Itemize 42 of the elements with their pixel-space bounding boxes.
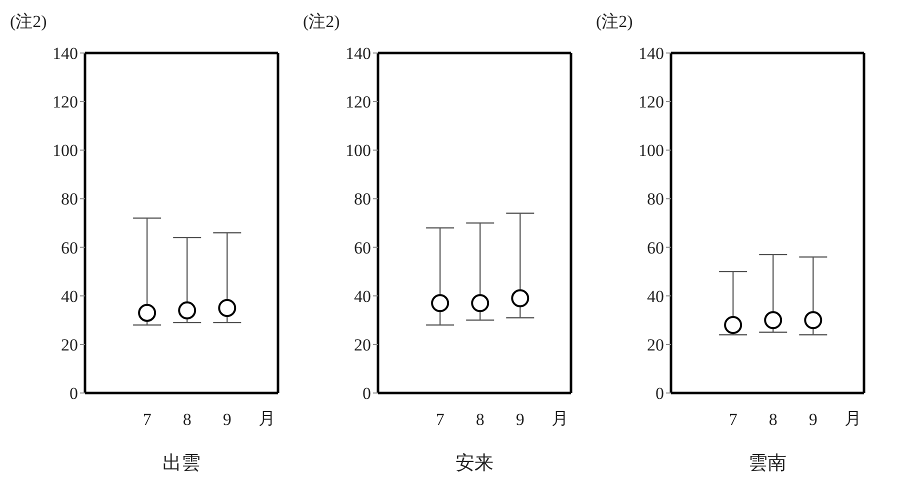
y-tick-label: 120	[52, 92, 78, 112]
x-tick-label: 7	[728, 410, 738, 430]
y-tick-label: 80	[647, 190, 664, 209]
y-tick-label: 100	[52, 141, 78, 160]
y-tick-label: 40	[354, 286, 371, 306]
y-tick-label: 20	[61, 335, 78, 354]
y-tick-label: 0	[362, 384, 371, 404]
x-axis-title: 月	[258, 408, 277, 430]
x-tick-label: 9	[808, 410, 818, 430]
x-tick-label: 9	[222, 410, 232, 430]
y-tick-label: 20	[354, 335, 371, 354]
text: 雲南	[748, 452, 788, 476]
y-tick-label: 20	[647, 335, 664, 354]
y-tick-label: 140	[638, 44, 664, 64]
y-tick-label: 60	[647, 238, 664, 258]
y-tick-label: 80	[61, 190, 78, 209]
y-tick-label: 140	[346, 44, 371, 64]
y-tick-label: 80	[354, 190, 371, 209]
text: 安来	[454, 452, 494, 476]
y-tick-label: 60	[61, 238, 78, 258]
x-tick-label: 7	[436, 410, 445, 430]
x-tick-label: 9	[516, 410, 524, 430]
y-tick-label: 120	[346, 92, 371, 112]
text: (注2)	[10, 11, 47, 33]
x-tick-label: 8	[476, 410, 484, 430]
x-tick-label: 8	[182, 410, 192, 430]
x-axis-title: 月	[550, 408, 570, 430]
y-tick-label: 100	[346, 141, 371, 160]
y-tick-label: 100	[638, 141, 664, 160]
y-tick-label: 40	[647, 286, 664, 306]
text: (注2)	[596, 11, 633, 33]
y-tick-label: 0	[656, 384, 664, 404]
y-tick-label: 140	[52, 44, 78, 64]
x-tick-label: 7	[142, 410, 152, 430]
y-tick-label: 0	[70, 384, 78, 404]
x-tick-label: 8	[768, 410, 778, 430]
text: (注2)	[303, 11, 340, 33]
x-axis-title: 月	[844, 408, 863, 430]
y-tick-label: 120	[638, 92, 664, 112]
y-tick-label: 60	[354, 238, 371, 258]
text: 出雲	[162, 452, 202, 476]
y-tick-label: 40	[61, 286, 78, 306]
